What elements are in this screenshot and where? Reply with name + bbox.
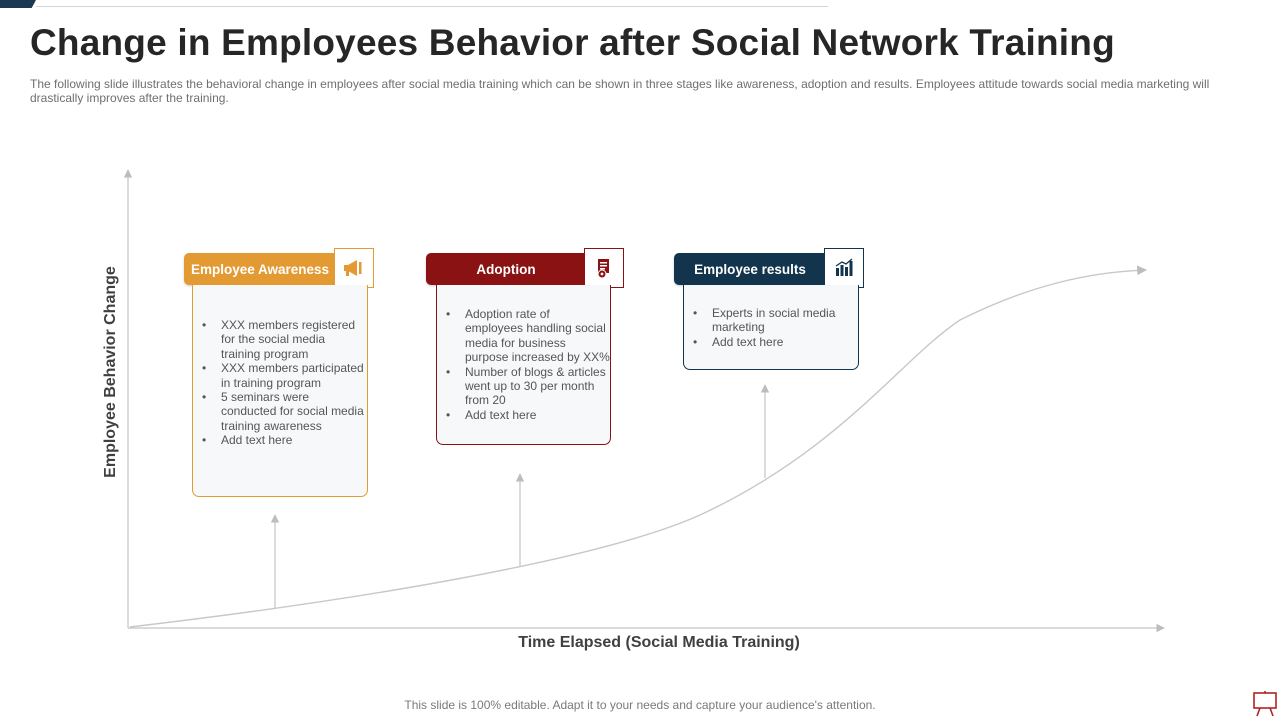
list-item: Adoption rate of employees handling soci… xyxy=(446,307,610,365)
list-item: XXX members registered for the social me… xyxy=(202,318,367,361)
stage-awareness-header: Employee Awareness xyxy=(184,253,336,285)
stage-results-content: Experts in social media marketing Add te… xyxy=(683,285,859,370)
list-item: Experts in social media marketing xyxy=(693,306,858,335)
stage-adoption-bullets: Adoption rate of employees handling soci… xyxy=(437,307,610,423)
list-item: Add text here xyxy=(693,335,858,350)
document-gear-icon xyxy=(597,259,609,279)
list-item: Add text here xyxy=(202,433,367,448)
slide-title: Change in Employees Behavior after Socia… xyxy=(30,22,1115,63)
slide-subtitle: The following slide illustrates the beha… xyxy=(30,77,1210,105)
growth-curve xyxy=(129,265,1147,628)
stage-adoption-content: Adoption rate of employees handling soci… xyxy=(436,285,611,445)
bar-chart-icon xyxy=(835,258,853,276)
top-rule xyxy=(36,6,828,7)
stage-adoption-title: Adoption xyxy=(476,261,536,277)
megaphone-icon xyxy=(344,260,362,276)
x-axis-label: Time Elapsed (Social Media Training) xyxy=(518,634,800,651)
stage-adoption-header: Adoption xyxy=(426,253,586,285)
y-axis-label: Employee Behavior Change xyxy=(102,266,119,478)
list-item: Number of blogs & articles went up to 30… xyxy=(446,365,610,408)
list-item: Add text here xyxy=(446,408,610,423)
list-item: XXX members participated in training pro… xyxy=(202,361,367,390)
stage-results-bullets: Experts in social media marketing Add te… xyxy=(684,306,858,350)
stage-awareness-content: XXX members registered for the social me… xyxy=(192,285,368,497)
stage-awareness-bullets: XXX members registered for the social me… xyxy=(193,318,367,448)
stage-adoption-icon-box xyxy=(584,248,624,288)
presentation-board-icon xyxy=(1253,691,1277,717)
stage-awareness-icon-box xyxy=(334,248,374,288)
top-accent-bar xyxy=(0,0,36,8)
stage-results-icon-box xyxy=(824,248,864,288)
stage-awareness-title: Employee Awareness xyxy=(190,261,330,277)
stage-results-title: Employee results xyxy=(694,261,806,277)
footer-note: This slide is 100% editable. Adapt it to… xyxy=(404,698,876,712)
list-item: 5 seminars were conducted for social med… xyxy=(202,390,367,433)
stage-results-header: Employee results xyxy=(674,253,826,285)
